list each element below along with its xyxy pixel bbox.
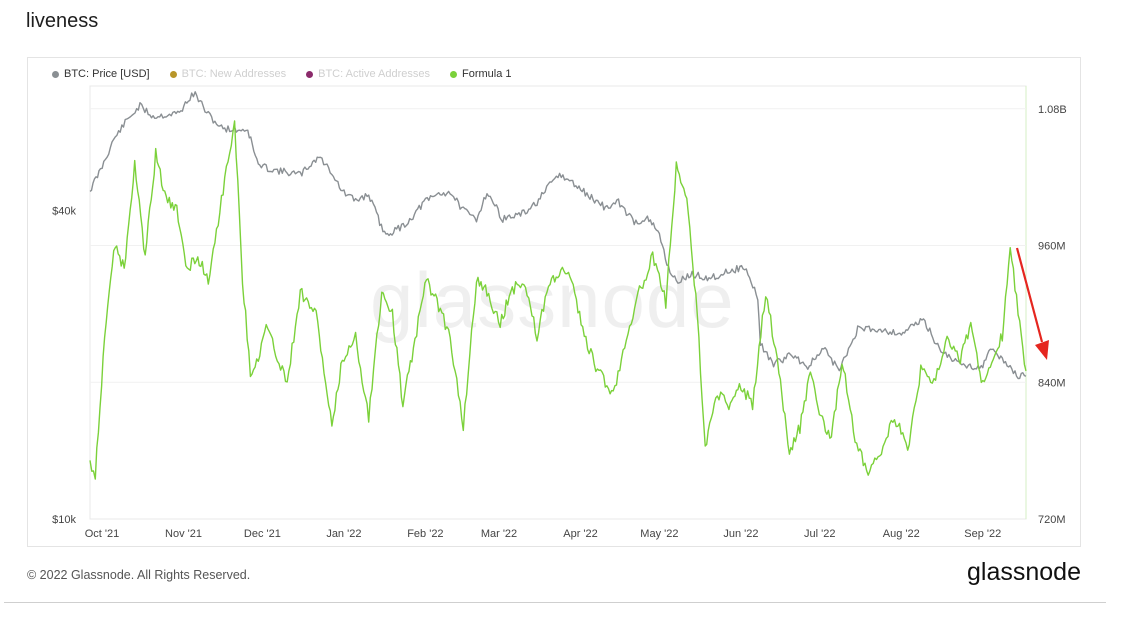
x-tick-label: Feb '22 <box>407 528 443 540</box>
legend-dot-icon <box>52 70 59 78</box>
x-tick-label: Jan '22 <box>326 528 361 540</box>
x-tick-label: Apr '22 <box>563 528 598 540</box>
x-tick-label: Jul '22 <box>804 528 835 540</box>
x-tick-label: Nov '21 <box>165 528 202 540</box>
x-tick-label: Aug '22 <box>883 528 920 540</box>
legend-item-btc-price[interactable]: BTC: Price [USD] <box>52 68 150 80</box>
glassnode-logo[interactable]: glassnode <box>967 558 1081 586</box>
divider <box>4 602 1106 603</box>
legend-label: BTC: Price [USD] <box>64 68 150 80</box>
legend-label: BTC: New Addresses <box>181 68 287 80</box>
arrow-shaft <box>1015 247 1044 343</box>
x-tick-label: May '22 <box>640 528 678 540</box>
y-right-tick-label: 720M <box>1038 514 1066 526</box>
legend-label: Formula 1 <box>462 68 512 80</box>
arrow-head-icon <box>1035 340 1049 360</box>
y-left-tick-label: $10k <box>52 514 76 526</box>
legend-dot-icon <box>306 70 314 78</box>
y-right-tick-label: 1.08B <box>1038 104 1067 116</box>
y-right-tick-label: 840M <box>1038 377 1066 389</box>
x-tick-label: Mar '22 <box>481 528 517 540</box>
series-line-btc-price-usd- <box>89 91 1027 380</box>
x-tick-label: Oct '21 <box>85 528 120 540</box>
y-right-tick-label: 960M <box>1038 241 1066 253</box>
y-left-tick-label: $40k <box>52 206 76 218</box>
footer-copyright: © 2022 Glassnode. All Rights Reserved. <box>27 568 251 582</box>
chart-card <box>27 57 1081 547</box>
legend-item-active-addresses[interactable]: BTC: Active Addresses <box>306 68 430 80</box>
legend-item-formula-1[interactable]: Formula 1 <box>450 68 512 80</box>
x-tick-label: Jun '22 <box>723 528 758 540</box>
watermark: glassnode <box>370 256 735 344</box>
series-line-formula-1 <box>89 120 1027 480</box>
x-tick-label: Sep '22 <box>964 528 1001 540</box>
legend-dot-icon <box>450 70 458 78</box>
page-title: liveness <box>26 10 99 32</box>
legend-item-new-addresses[interactable]: BTC: New Addresses <box>169 68 287 80</box>
x-tick-label: Dec '21 <box>244 528 281 540</box>
legend: BTC: Price [USD] BTC: New Addresses BTC:… <box>52 68 512 80</box>
legend-label: BTC: Active Addresses <box>318 68 431 80</box>
red-arrow-annotation <box>1015 247 1049 360</box>
legend-dot-icon <box>169 70 177 78</box>
